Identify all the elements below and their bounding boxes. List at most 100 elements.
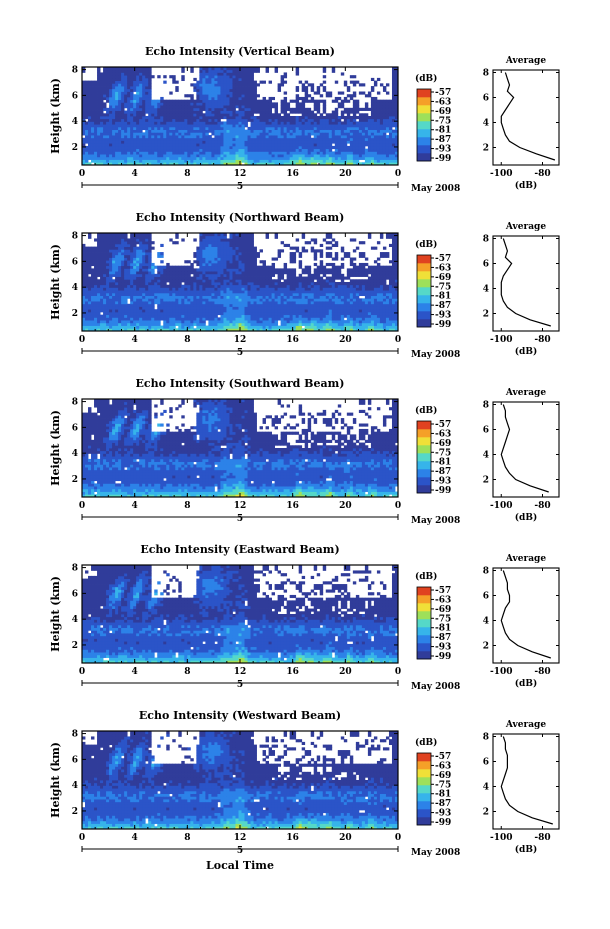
heatmap-cell [115,252,119,256]
heatmap-cell [142,121,146,125]
heatmap-cell [274,113,279,117]
heatmap-cell [124,262,128,267]
heatmap-cell [214,126,218,131]
heatmap-cell [235,129,239,133]
heatmap-cell [322,116,327,120]
heatmap-cell [130,268,134,272]
heatmap-cell [109,145,113,150]
heatmap-cell [97,260,101,264]
heatmap-cell [175,105,179,109]
heatmap-cell [217,91,221,95]
heatmap-cell [244,113,248,117]
heatmap-cell [292,135,297,139]
heatmap-cell [187,154,191,158]
heatmap-cell [394,69,399,73]
heatmap-cell [202,140,206,144]
heatmap-cell [94,279,98,283]
heatmap-cell [268,102,272,106]
heatmap-cell [178,309,182,313]
heatmap-cell [370,156,375,160]
heatmap-cell [316,135,321,139]
heatmap-cell [91,257,95,261]
heatmap-cell [298,143,303,147]
heatmap-cell [220,328,224,332]
heatmap-cell [181,102,185,106]
heatmap-cell [100,243,104,248]
heatmap-cell [121,140,125,144]
heatmap-cell [244,328,248,332]
heatmap-cell [124,83,128,87]
heatmap-cell [103,126,107,131]
heatmap-cell [130,102,134,106]
heatmap-cell [226,126,230,131]
heatmap-cell [199,113,203,117]
heatmap-cell [232,86,236,90]
heatmap-cell [139,143,143,147]
average-y-tick-label: 6 [483,94,489,104]
heatmap-cell [238,110,242,114]
heatmap-cell [355,145,360,150]
heatmap-cell [136,145,140,150]
heatmap-cell [178,132,182,136]
heatmap-cell [310,110,315,114]
heatmap-cell [127,265,131,269]
heatmap-cell [133,80,137,84]
heatmap-cell [274,116,279,120]
heatmap-cell [223,268,227,272]
heatmap-cell [136,75,140,79]
heatmap-cell [211,162,215,166]
heatmap-cell [94,140,98,144]
heatmap-cell [211,295,215,299]
heatmap-cell [172,126,176,131]
heatmap-cell [166,322,170,326]
heatmap-cell [139,88,143,92]
heatmap-cell [142,154,146,158]
heatmap-cell [331,145,336,150]
heatmap-cell [187,271,191,275]
heatmap-cell [106,320,110,324]
heatmap-cell [148,162,152,166]
heatmap-cell [346,99,351,103]
heatmap-cell [175,301,179,305]
heatmap-cell [157,276,161,280]
heatmap-cell [142,276,146,280]
heatmap-cell [172,271,176,275]
heatmap-cell [172,77,176,82]
heatmap-cell [205,113,209,117]
heatmap-cell [301,121,306,125]
heatmap-cell [121,121,125,125]
colorbar-swatch [417,89,431,98]
heatmap-cell [100,151,104,155]
heatmap-cell [145,257,149,261]
heatmap-cell [274,132,279,136]
heatmap-cell [115,325,119,329]
heatmap-cell [202,94,206,98]
heatmap-cell [103,282,107,286]
heatmap-cell [304,145,309,150]
heatmap-cell [202,137,206,141]
heatmap-cell [130,279,134,283]
heatmap-cell [220,282,224,286]
heatmap-cell [229,116,233,120]
heatmap-cell [283,140,288,144]
heatmap-cell [100,148,104,152]
heatmap-cell [283,148,288,152]
heatmap-cell [94,282,98,286]
heatmap-cell [349,140,354,144]
heatmap-cell [154,113,158,117]
heatmap-cell [97,317,101,321]
heatmap-cell [115,314,119,318]
heatmap-cell [94,118,98,122]
heatmap-cell [190,135,194,139]
heatmap-cell [379,107,384,111]
heatmap-cell [178,265,182,269]
heatmap-cell [232,301,236,305]
heatmap-cell [145,306,149,310]
heatmap-cell [244,276,248,280]
heatmap-cell [331,159,336,163]
heatmap-cell [118,159,122,163]
heatmap-cell [289,132,294,136]
heatmap-cell [145,137,149,141]
heatmap-cell [238,156,242,160]
heatmap-cell [97,309,101,313]
